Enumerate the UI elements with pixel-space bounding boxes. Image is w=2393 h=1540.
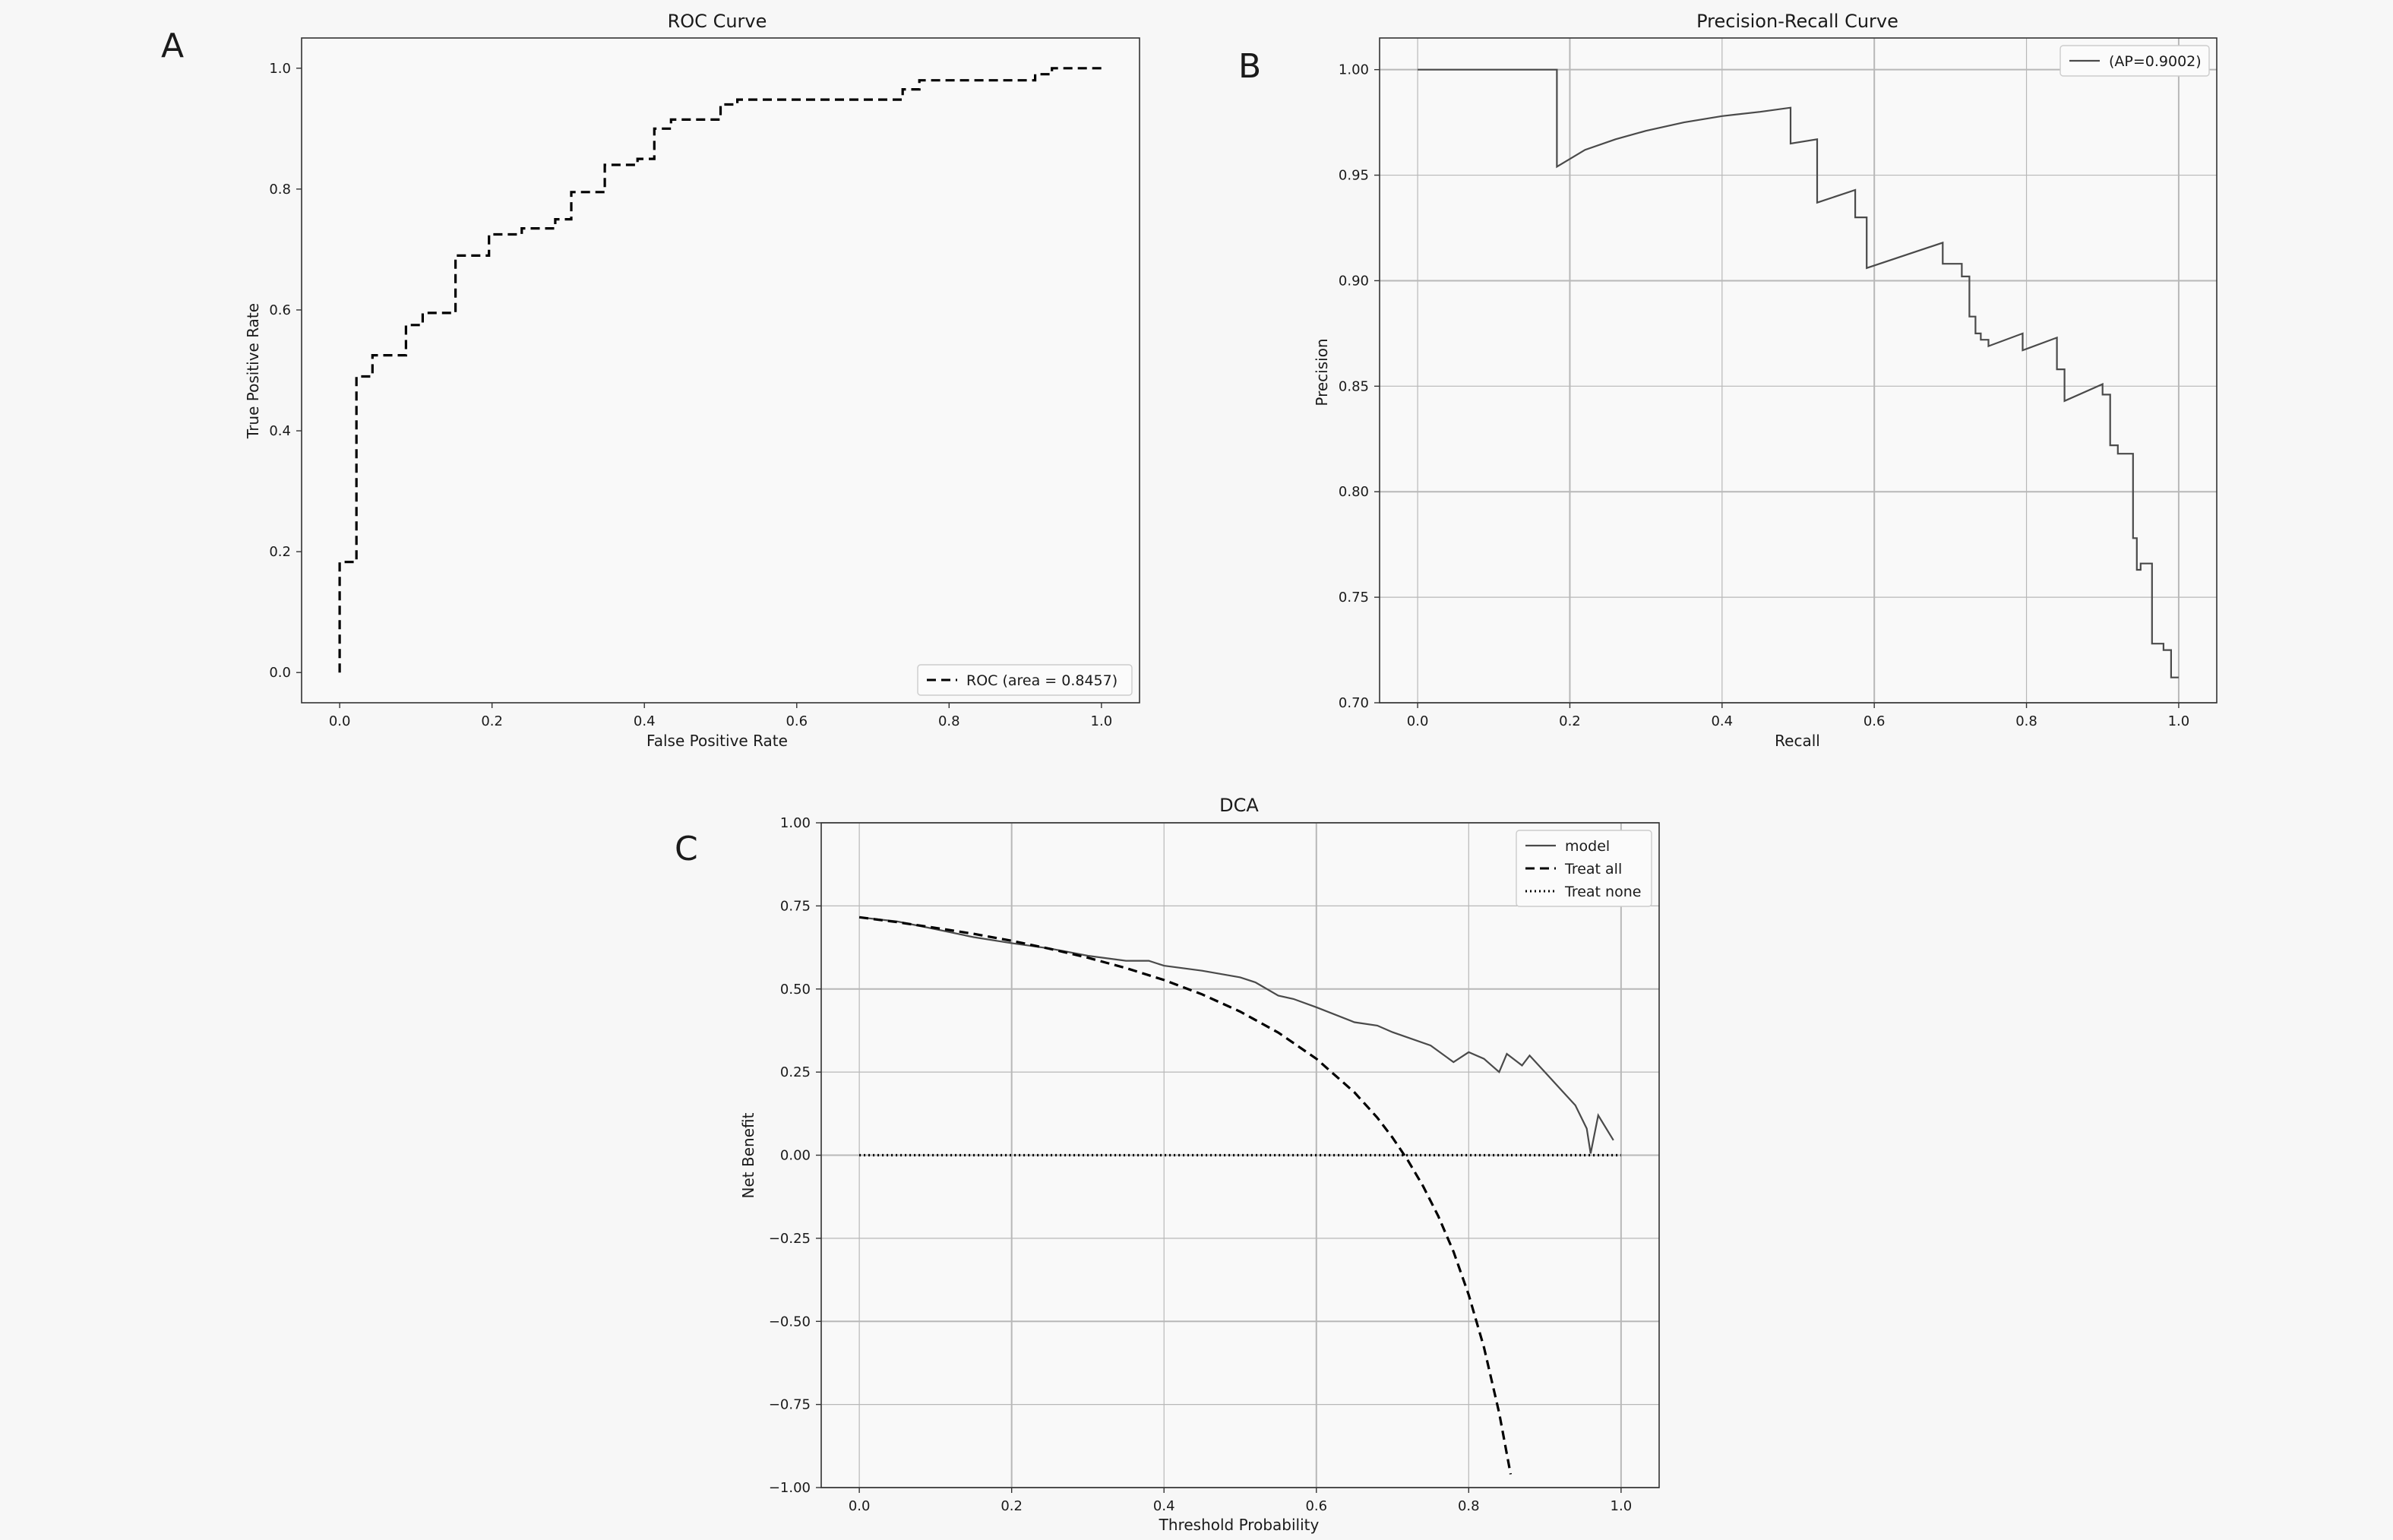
- dca-x-tick-label: 0.2: [1001, 1498, 1023, 1514]
- pr-y-tick-label: 0.85: [1339, 378, 1369, 394]
- pr-legend: [2059, 45, 2210, 77]
- pr-x-tick-label: 1.0: [2168, 713, 2190, 729]
- pr-x-tick-label: 0.4: [1711, 713, 1733, 729]
- dca-x-tick-label: 0.6: [1305, 1498, 1327, 1514]
- dca-y-tick-label: 0.00: [780, 1148, 811, 1164]
- panel-a-roc-curve: A ROC Curve False Positive Rate True Pos…: [161, 11, 1140, 750]
- pr-axes-frame: [1379, 37, 2218, 704]
- pr-y-tick-label: 0.75: [1339, 590, 1369, 606]
- roc-chart-title: ROC Curve: [668, 11, 767, 32]
- dca-y-tick-label: −1.00: [769, 1480, 811, 1496]
- dca-series-model: [858, 916, 1614, 1154]
- dca-x-axis-label: Threshold Probability: [1159, 1516, 1320, 1534]
- pr-x-axis-label: Recall: [1775, 732, 1820, 750]
- panel-b-precision-recall-curve: B Precision-Recall Curve Recall Precisio…: [1238, 11, 2218, 750]
- roc-legend: [917, 664, 1133, 696]
- dca-legend-label: Treat none: [1564, 884, 1641, 900]
- dca-y-tick-label: −0.50: [769, 1314, 811, 1330]
- roc-x-axis-label: False Positive Rate: [646, 732, 788, 750]
- panel-c-dca: C DCA Threshold Probability Net Benefit …: [675, 795, 1660, 1534]
- roc-legend-label: ROC (area = 0.8457): [966, 672, 1117, 689]
- roc-y-tick-label: 0.8: [269, 182, 291, 198]
- roc-y-tick-label: 0.0: [269, 665, 291, 681]
- roc-y-tick-label: 1.0: [269, 61, 291, 77]
- dca-x-tick-label: 0.4: [1153, 1498, 1175, 1514]
- roc-axes-frame: [301, 37, 1140, 704]
- roc-plot-area: [302, 38, 1140, 703]
- roc-x-tick-label: 1.0: [1091, 713, 1113, 729]
- pr-y-tick-label: 0.80: [1339, 484, 1369, 500]
- roc-x-tick-label: 0.8: [938, 713, 960, 729]
- roc-x-tick-label: 0.4: [634, 713, 656, 729]
- pr-x-tick-label: 0.0: [1407, 713, 1429, 729]
- pr-series-ap-0-9002: [1418, 68, 2179, 678]
- dca-y-axis-label: Net Benefit: [739, 1112, 757, 1198]
- pr-x-tick-label: 0.2: [1559, 713, 1581, 729]
- roc-y-tick-label: 0.4: [269, 423, 291, 439]
- panel-c-letter: C: [675, 830, 698, 868]
- roc-y-tick-label: 0.2: [269, 544, 291, 560]
- roc-x-tick-label: 0.0: [329, 713, 351, 729]
- dca-series-treat-all: [858, 915, 1513, 1475]
- dca-legend-label: model: [1565, 838, 1610, 855]
- dca-y-tick-label: 1.00: [780, 815, 811, 831]
- dca-y-tick-label: −0.75: [769, 1397, 811, 1413]
- pr-legend-label: (AP=0.9002): [2109, 53, 2202, 70]
- roc-y-axis-label: True Positive Rate: [244, 303, 262, 439]
- pr-y-tick-label: 0.90: [1339, 273, 1369, 289]
- pr-plot-area: [1380, 38, 2217, 703]
- dca-y-tick-label: 0.75: [780, 898, 811, 914]
- dca-legend: [1516, 830, 1652, 907]
- dca-y-tick-label: −0.25: [769, 1231, 811, 1247]
- dca-x-tick-label: 0.8: [1458, 1498, 1480, 1514]
- pr-y-tick-label: 0.70: [1339, 695, 1369, 711]
- pr-chart-title: Precision-Recall Curve: [1696, 11, 1898, 32]
- roc-x-tick-label: 0.2: [481, 713, 503, 729]
- dca-chart-title: DCA: [1219, 795, 1259, 816]
- pr-x-tick-label: 0.8: [2015, 713, 2037, 729]
- dca-legend-label: Treat all: [1564, 861, 1622, 878]
- pr-x-tick-label: 0.6: [1864, 713, 1886, 729]
- panel-b-letter: B: [1238, 47, 1261, 86]
- dca-y-tick-label: 0.25: [780, 1064, 811, 1080]
- panel-a-letter: A: [161, 27, 184, 65]
- pr-y-tick-label: 1.00: [1339, 62, 1369, 78]
- roc-y-tick-label: 0.6: [269, 302, 291, 318]
- dca-y-tick-label: 0.50: [780, 982, 811, 998]
- dca-x-tick-label: 0.0: [849, 1498, 871, 1514]
- roc-x-tick-label: 0.6: [786, 713, 808, 729]
- dca-x-tick-label: 1.0: [1611, 1498, 1633, 1514]
- pr-y-tick-label: 0.95: [1339, 168, 1369, 184]
- pr-y-axis-label: Precision: [1313, 338, 1331, 406]
